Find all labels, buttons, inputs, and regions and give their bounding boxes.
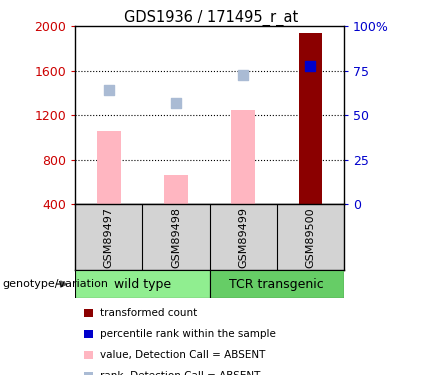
Text: GSM89499: GSM89499 [238,207,248,268]
Bar [164,176,188,204]
Point [240,72,247,78]
Text: genotype/variation: genotype/variation [2,279,108,289]
Text: GSM89500: GSM89500 [305,207,316,267]
Text: wild type: wild type [114,278,171,291]
Text: TCR transgenic: TCR transgenic [230,278,324,291]
Point [172,100,179,106]
Text: GSM89498: GSM89498 [171,207,181,268]
Text: GSM89497: GSM89497 [104,207,114,268]
Bar [299,33,322,204]
Bar [231,110,255,204]
Bar [210,270,344,298]
Point [105,87,112,93]
Text: value, Detection Call = ABSENT: value, Detection Call = ABSENT [100,350,265,360]
Point [307,63,314,69]
Bar [75,270,210,298]
Bar [97,131,120,204]
Text: percentile rank within the sample: percentile rank within the sample [100,329,276,339]
Text: rank, Detection Call = ABSENT: rank, Detection Call = ABSENT [100,371,260,375]
Text: transformed count: transformed count [100,308,197,318]
Text: GDS1936 / 171495_r_at: GDS1936 / 171495_r_at [123,9,298,26]
